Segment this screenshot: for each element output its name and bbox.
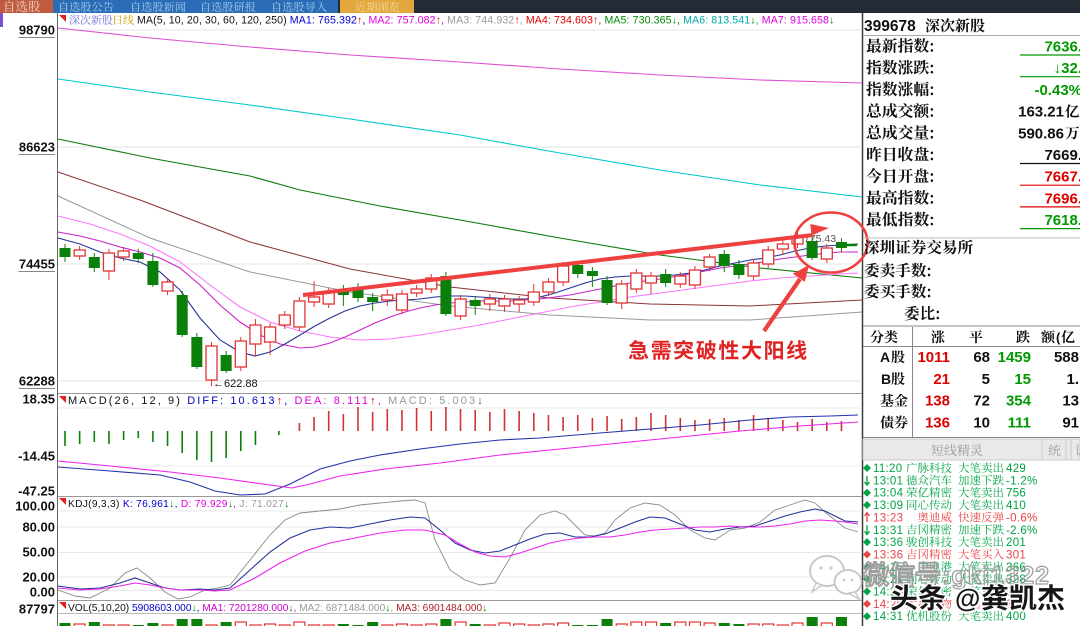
svg-text:13:36: 13:36 (873, 549, 903, 561)
svg-text:-14.45: -14.45 (18, 449, 55, 464)
svg-text:100.00: 100.00 (15, 499, 55, 514)
svg-text:10: 10 (973, 414, 990, 431)
svg-text:B: B (881, 371, 891, 387)
svg-text:5: 5 (982, 371, 990, 388)
svg-text:21: 21 (933, 371, 950, 388)
svg-text:0.00: 0.00 (30, 585, 55, 600)
svg-text:111: 111 (1008, 414, 1031, 431)
svg-text:7636.: 7636. (1044, 39, 1080, 56)
svg-text:98790: 98790 (19, 23, 55, 38)
svg-text:138: 138 (925, 393, 950, 410)
svg-text:MACD(26, 12, 9) DIFF: 10.613: MACD(26, 12, 9) DIFF: 10.613↑, DEA: 8.11… (68, 395, 485, 407)
svg-text:62288: 62288 (19, 374, 55, 389)
svg-text:18.35: 18.35 (22, 392, 55, 407)
svg-text:756: 756 (1006, 488, 1026, 500)
svg-text:328: 328 (1006, 574, 1026, 586)
svg-text:354: 354 (1006, 393, 1032, 410)
svg-text:163.21: 163.21 (1018, 104, 1064, 121)
svg-text:-0.43%: -0.43% (1034, 82, 1080, 99)
svg-text:366: 366 (1006, 562, 1026, 574)
svg-text:7618.: 7618. (1044, 212, 1080, 229)
svg-text:1459: 1459 (998, 349, 1031, 366)
svg-text:1011: 1011 (917, 349, 950, 366)
svg-text:VOL(5,10,20) 5908603.000↓, MA1: VOL(5,10,20) 5908603.000↓, MA1: 7201280.… (68, 603, 487, 614)
svg-text:13:01: 13:01 (873, 475, 903, 487)
svg-text:13:09: 13:09 (873, 500, 903, 512)
svg-text:50.00: 50.00 (22, 545, 55, 560)
svg-text:7667.: 7667. (1044, 169, 1080, 186)
svg-text:-2.6%: -2.6% (1006, 525, 1038, 537)
svg-text:KDJ(9,3,3) K: 76.961↓, D: 79.9: KDJ(9,3,3) K: 76.961↓, D: 79.929↓, J: 71… (68, 499, 289, 510)
svg-text:7696.: 7696. (1044, 190, 1080, 207)
svg-text:13:23: 13:23 (873, 512, 903, 524)
svg-text:20.00: 20.00 (22, 570, 55, 585)
svg-text:MA(5, 10, 20, 30, 60, 120, 250: MA(5, 10, 20, 30, 60, 120, 250) MA1: 765… (137, 15, 834, 27)
svg-text:-1.2%: -1.2% (1006, 475, 1038, 487)
svg-text:↓32.: ↓32. (1054, 60, 1080, 77)
svg-text:201: 201 (1006, 537, 1026, 549)
svg-text:72: 72 (973, 393, 990, 410)
svg-text:14:31: 14:31 (873, 611, 903, 623)
svg-text:86623: 86623 (19, 140, 55, 155)
svg-text:68: 68 (973, 349, 990, 366)
svg-text:13: 13 (1062, 393, 1079, 410)
svg-text:(: ( (1056, 330, 1061, 345)
svg-text:429: 429 (1006, 463, 1026, 475)
svg-text:11:20: 11:20 (873, 463, 902, 475)
svg-text:80.00: 80.00 (22, 520, 55, 535)
svg-text:A: A (880, 349, 890, 365)
svg-text:74455: 74455 (19, 257, 55, 272)
svg-text:400: 400 (1006, 611, 1026, 623)
svg-text:590.86: 590.86 (1018, 125, 1064, 142)
svg-text:7669.: 7669. (1044, 147, 1080, 164)
svg-text:410: 410 (1006, 500, 1026, 512)
svg-text:91: 91 (1062, 414, 1079, 431)
svg-text:136: 136 (925, 414, 950, 431)
svg-text:@: @ (955, 583, 980, 613)
svg-text:15: 15 (1014, 371, 1031, 388)
svg-text:588: 588 (1054, 349, 1079, 366)
svg-text:301: 301 (1006, 549, 1026, 561)
svg-text:87797: 87797 (19, 602, 55, 617)
svg-text:-0.6%: -0.6% (1006, 512, 1038, 524)
svg-text:13:31: 13:31 (873, 525, 903, 537)
svg-text:-47.25: -47.25 (18, 484, 55, 499)
svg-text:399678: 399678 (864, 18, 916, 35)
svg-text:13:36: 13:36 (873, 537, 903, 549)
svg-text:1.: 1. (1066, 371, 1079, 388)
svg-text:13:04: 13:04 (873, 488, 904, 500)
svg-text:←622.88: ←622.88 (213, 378, 258, 390)
